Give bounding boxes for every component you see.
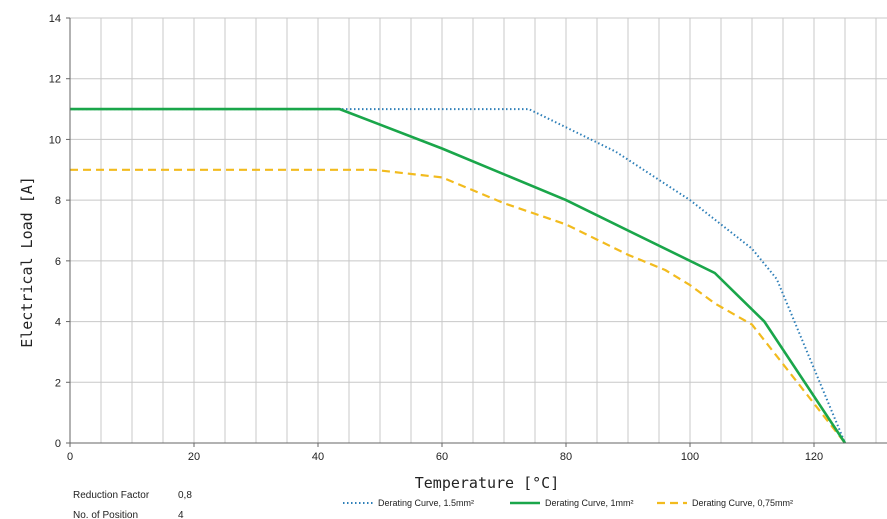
legend-label: Derating Curve, 0,75mm² — [692, 498, 793, 508]
y-tick-label: 6 — [55, 256, 61, 268]
axes — [69, 18, 887, 444]
y-tick-label: 12 — [49, 74, 61, 86]
y-tick-label: 0 — [55, 438, 61, 450]
series-line — [70, 168, 846, 444]
x-tick-label: 0 — [67, 451, 73, 463]
x-tick-label: 60 — [436, 451, 448, 463]
positions-value: 4 — [178, 510, 184, 519]
series-line — [70, 108, 846, 444]
x-tick-label: 40 — [312, 451, 324, 463]
x-tick-label: 80 — [560, 451, 572, 463]
grid-lines — [70, 17, 887, 443]
info-block: Reduction Factor 0,8 No. of Position 4 — [73, 490, 192, 519]
y-axis-title: Electrical Load [A] — [18, 176, 36, 348]
series-lines — [70, 107, 847, 444]
y-tick-label: 14 — [49, 13, 61, 25]
x-tick-label: 20 — [188, 451, 200, 463]
positions-label: No. of Position — [73, 510, 138, 519]
reduction-factor-label: Reduction Factor — [73, 490, 150, 501]
legend: Derating Curve, 1.5mm² Derating Curve, 1m… — [343, 498, 793, 508]
y-tick-label: 8 — [55, 195, 61, 207]
y-tick-label: 10 — [49, 134, 61, 146]
legend-label: Derating Curve, 1mm² — [545, 498, 634, 508]
tick-labels: 02468101214020406080100120140 — [49, 13, 823, 463]
reduction-factor-value: 0,8 — [178, 490, 192, 501]
y-tick-label: 2 — [55, 377, 61, 389]
y-tick-label: 4 — [55, 317, 61, 329]
series-line — [70, 107, 847, 444]
x-tick-label: 120 — [805, 451, 823, 463]
x-tick-label: 100 — [681, 451, 699, 463]
legend-label: Derating Curve, 1.5mm² — [378, 498, 474, 508]
x-axis-title: Temperature [°C] — [415, 474, 560, 492]
